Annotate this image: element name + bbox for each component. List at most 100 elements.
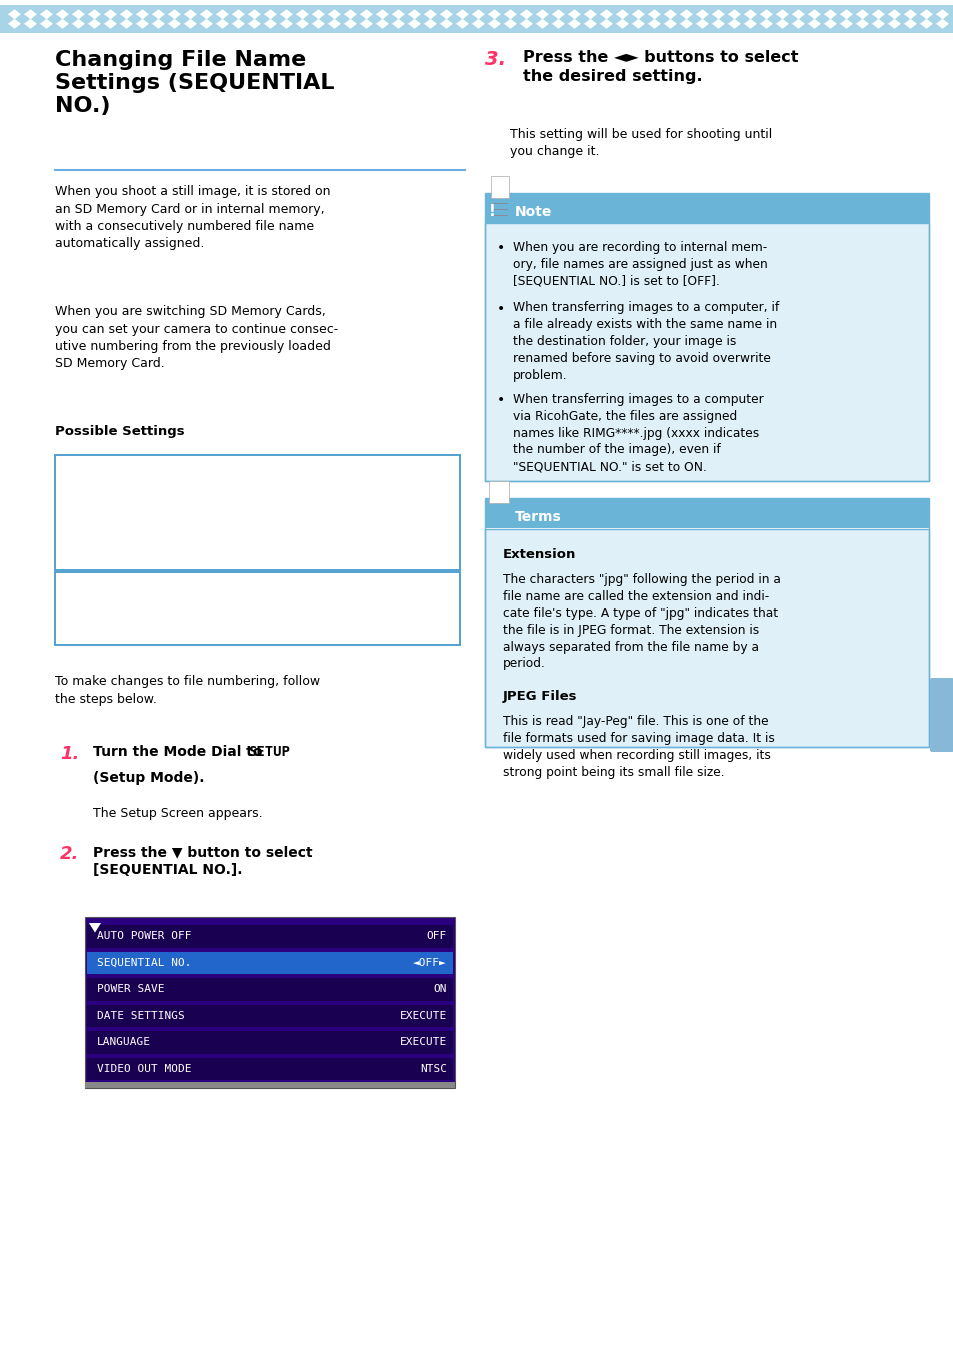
Polygon shape bbox=[599, 9, 613, 19]
Polygon shape bbox=[583, 19, 597, 28]
Polygon shape bbox=[647, 19, 660, 28]
Text: LANGUAGE: LANGUAGE bbox=[97, 1038, 151, 1047]
Bar bbox=[491, 176, 509, 199]
Polygon shape bbox=[919, 9, 932, 19]
Polygon shape bbox=[120, 9, 132, 19]
Bar bbox=[87, 1005, 453, 1027]
Text: When you are recording to internal mem-
ory, file names are assigned just as whe: When you are recording to internal mem- … bbox=[513, 240, 767, 288]
Polygon shape bbox=[359, 9, 373, 19]
Text: Press the ◄► buttons to select
the desired setting.: Press the ◄► buttons to select the desir… bbox=[522, 50, 798, 84]
Bar bbox=[87, 1031, 453, 1054]
Polygon shape bbox=[871, 19, 884, 28]
Polygon shape bbox=[855, 19, 868, 28]
Polygon shape bbox=[40, 19, 53, 28]
Polygon shape bbox=[743, 19, 757, 28]
Polygon shape bbox=[8, 9, 21, 19]
Polygon shape bbox=[488, 19, 500, 28]
Text: The characters "jpg" following the period in a
file name are called the extensio: The characters "jpg" following the perio… bbox=[502, 574, 781, 670]
Text: •: • bbox=[497, 301, 505, 316]
Polygon shape bbox=[152, 19, 165, 28]
Text: EXECUTE: EXECUTE bbox=[399, 1011, 447, 1021]
Polygon shape bbox=[791, 19, 804, 28]
Bar bbox=[87, 925, 453, 947]
Polygon shape bbox=[344, 19, 356, 28]
Polygon shape bbox=[823, 19, 836, 28]
Polygon shape bbox=[536, 19, 548, 28]
Polygon shape bbox=[919, 19, 932, 28]
Polygon shape bbox=[136, 19, 149, 28]
Bar bbox=[85, 1082, 455, 1088]
Polygon shape bbox=[392, 19, 405, 28]
Polygon shape bbox=[887, 9, 900, 19]
Polygon shape bbox=[423, 19, 436, 28]
Bar bbox=[87, 978, 453, 1001]
Polygon shape bbox=[328, 19, 340, 28]
Polygon shape bbox=[104, 9, 117, 19]
Polygon shape bbox=[503, 9, 517, 19]
Polygon shape bbox=[375, 19, 389, 28]
Polygon shape bbox=[264, 19, 276, 28]
Text: When you are switching SD Memory Cards,
you can set your camera to continue cons: When you are switching SD Memory Cards, … bbox=[55, 305, 338, 370]
Text: AUTO POWER OFF: AUTO POWER OFF bbox=[97, 931, 192, 942]
Polygon shape bbox=[743, 9, 757, 19]
Polygon shape bbox=[200, 9, 213, 19]
Bar bbox=[55, 571, 459, 644]
Polygon shape bbox=[679, 19, 692, 28]
Polygon shape bbox=[871, 9, 884, 19]
Polygon shape bbox=[488, 9, 500, 19]
Polygon shape bbox=[264, 9, 276, 19]
Bar bbox=[0, 5, 953, 32]
Polygon shape bbox=[567, 19, 580, 28]
Polygon shape bbox=[552, 19, 564, 28]
Text: DATE SETTINGS: DATE SETTINGS bbox=[97, 1011, 185, 1021]
Text: OFF: OFF bbox=[426, 931, 447, 942]
Text: ON: ON bbox=[433, 985, 447, 994]
Polygon shape bbox=[631, 9, 644, 19]
Text: The Setup Screen appears.: The Setup Screen appears. bbox=[92, 807, 262, 820]
Polygon shape bbox=[935, 9, 948, 19]
Polygon shape bbox=[472, 9, 484, 19]
Polygon shape bbox=[359, 19, 373, 28]
Polygon shape bbox=[775, 9, 788, 19]
Polygon shape bbox=[392, 9, 405, 19]
Polygon shape bbox=[791, 9, 804, 19]
Polygon shape bbox=[472, 19, 484, 28]
Polygon shape bbox=[248, 19, 261, 28]
FancyBboxPatch shape bbox=[929, 678, 953, 753]
Polygon shape bbox=[840, 19, 852, 28]
Polygon shape bbox=[88, 9, 101, 19]
Polygon shape bbox=[71, 19, 85, 28]
Polygon shape bbox=[280, 19, 293, 28]
Polygon shape bbox=[519, 19, 533, 28]
Polygon shape bbox=[280, 9, 293, 19]
Polygon shape bbox=[663, 19, 677, 28]
Polygon shape bbox=[807, 19, 821, 28]
Polygon shape bbox=[71, 9, 85, 19]
Text: POWER SAVE: POWER SAVE bbox=[97, 985, 164, 994]
Polygon shape bbox=[663, 9, 677, 19]
Polygon shape bbox=[89, 923, 101, 932]
Bar bbox=[484, 528, 928, 747]
Polygon shape bbox=[599, 19, 613, 28]
Polygon shape bbox=[583, 9, 597, 19]
Bar bbox=[484, 223, 928, 481]
Polygon shape bbox=[567, 9, 580, 19]
Polygon shape bbox=[503, 19, 517, 28]
Bar bbox=[87, 951, 453, 974]
Polygon shape bbox=[823, 9, 836, 19]
Polygon shape bbox=[24, 9, 37, 19]
Text: “: “ bbox=[494, 509, 502, 523]
Polygon shape bbox=[456, 9, 469, 19]
Polygon shape bbox=[760, 9, 772, 19]
Polygon shape bbox=[295, 19, 309, 28]
Text: When transferring images to a computer
via RicohGate, the files are assigned
nam: When transferring images to a computer v… bbox=[513, 393, 763, 473]
Polygon shape bbox=[136, 9, 149, 19]
Polygon shape bbox=[711, 9, 724, 19]
Text: !: ! bbox=[489, 204, 496, 219]
Text: Extension: Extension bbox=[502, 549, 576, 562]
Polygon shape bbox=[8, 19, 21, 28]
Text: Changing File Name
Settings (SEQUENTIAL
NO.): Changing File Name Settings (SEQUENTIAL … bbox=[55, 50, 335, 116]
Text: ◄OFF►: ◄OFF► bbox=[413, 958, 447, 967]
Polygon shape bbox=[40, 9, 53, 19]
Bar bbox=[55, 455, 459, 570]
